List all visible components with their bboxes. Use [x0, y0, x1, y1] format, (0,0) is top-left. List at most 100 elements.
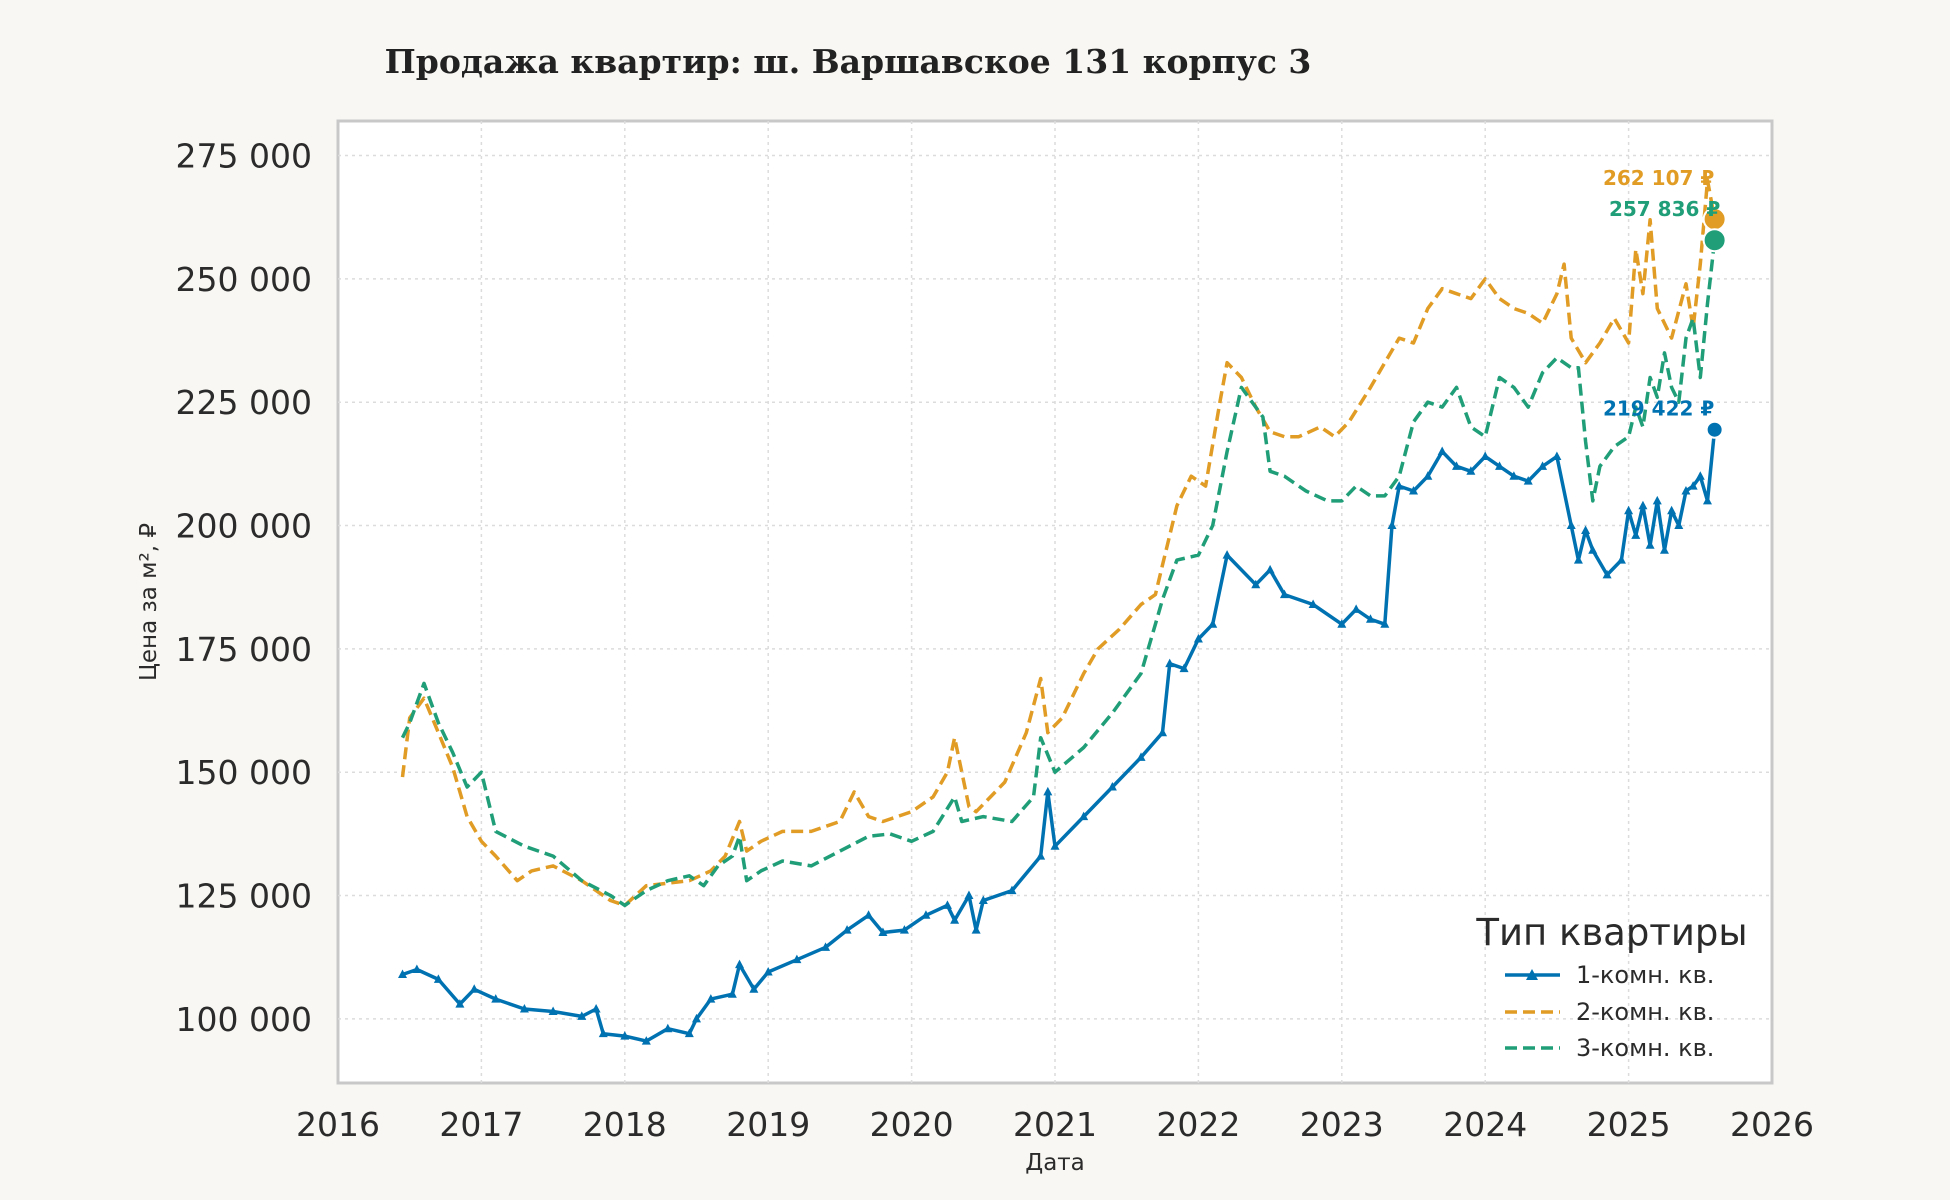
data-point-1room — [1423, 471, 1433, 480]
data-point-1room — [412, 964, 422, 974]
data-point-1room — [1107, 782, 1117, 791]
y-axis-label: Цена за м², ₽ — [136, 523, 162, 681]
data-point-1room — [1667, 505, 1677, 515]
y-tick-label: 250 000 — [176, 260, 312, 299]
data-point-1room — [1659, 545, 1669, 554]
legend-label-2room: 2-комн. кв. — [1576, 998, 1714, 1026]
y-tick-label: 175 000 — [176, 630, 312, 669]
data-point-1room — [942, 900, 952, 909]
data-point-1room — [455, 999, 465, 1008]
plot-area — [336, 119, 1774, 1085]
legend: Тип квартиры 1-комн. кв. 2-комн. кв. 3-к… — [1475, 911, 1747, 1062]
data-point-1room — [1688, 481, 1698, 490]
x-tick-label: 2022 — [1156, 1105, 1240, 1144]
data-point-1room — [1523, 476, 1533, 485]
data-point-1room — [491, 994, 501, 1003]
legend-marker-1room — [1526, 969, 1538, 980]
data-point-1room — [899, 925, 909, 934]
data-point-1room — [398, 969, 408, 978]
x-tick-label: 2020 — [870, 1105, 954, 1144]
y-tick-label: 200 000 — [176, 507, 312, 546]
data-point-1room — [1573, 555, 1583, 564]
data-point-1room — [433, 974, 443, 983]
data-point-1room — [1588, 545, 1598, 554]
data-point-1room — [1409, 486, 1418, 495]
x-tick-label: 2016 — [296, 1105, 380, 1144]
data-point-1room — [548, 1006, 558, 1015]
data-point-1room — [1179, 663, 1189, 673]
chart-title: Продажа квартир: ш. Варшавское 131 корпу… — [385, 42, 1312, 81]
legend-item-3room: 3-комн. кв. — [1505, 1034, 1714, 1062]
x-axis-ticks: 2016 2017 2018 2019 2020 2021 2022 2023 2024 2025… — [296, 1105, 1814, 1144]
y-tick-label: 275 000 — [176, 137, 312, 176]
data-point-1room — [821, 942, 831, 951]
data-point-1room — [591, 1004, 601, 1013]
data-point-1room — [1452, 461, 1462, 470]
legend-title: Тип квартиры — [1475, 911, 1747, 954]
data-point-1room — [971, 925, 981, 934]
data-point-1room — [1674, 520, 1684, 530]
data-point-1room — [763, 967, 773, 976]
x-tick-label: 2021 — [1013, 1105, 1097, 1144]
data-point-1room — [1602, 569, 1612, 579]
data-point-1room — [1638, 500, 1648, 510]
data-point-1room — [1616, 555, 1626, 564]
data-point-1room — [519, 1004, 529, 1013]
data-point-1room — [1337, 619, 1347, 628]
data-point-1room — [1079, 811, 1089, 821]
y-tick-label: 150 000 — [176, 753, 312, 792]
data-point-1room — [1624, 505, 1634, 515]
x-tick-label: 2018 — [583, 1105, 667, 1144]
data-point-1room — [1351, 604, 1361, 613]
data-point-1room — [842, 925, 852, 934]
data-point-1room — [1702, 495, 1712, 505]
data-point-1room — [598, 1028, 608, 1038]
data-point-1room — [1581, 525, 1591, 534]
legend-label-1room: 1-комн. кв. — [1576, 961, 1714, 989]
x-tick-label: 2026 — [1730, 1105, 1814, 1144]
data-point-1room — [1050, 841, 1060, 850]
data-point-1room — [641, 1036, 651, 1045]
data-point-1room — [978, 895, 988, 904]
data-point-1room — [620, 1031, 630, 1040]
data-point-1room — [1387, 520, 1397, 530]
data-point-1room — [1631, 530, 1641, 539]
x-tick-label: 2019 — [726, 1105, 810, 1144]
data-point-1room — [1265, 564, 1275, 574]
legend-label-3room: 3-комн. кв. — [1576, 1034, 1714, 1062]
data-point-1room — [921, 910, 931, 919]
data-point-1room — [1165, 658, 1175, 668]
end-label-2room: 262 107 ₽ — [1603, 166, 1714, 190]
data-point-1room — [1437, 446, 1447, 456]
data-point-1room — [864, 910, 874, 919]
data-point-1room — [950, 915, 960, 924]
data-point-1room — [1036, 851, 1046, 860]
end-label-3room: 257 836 ₽ — [1609, 197, 1720, 221]
data-point-1room — [1552, 451, 1562, 460]
data-point-1room — [1681, 486, 1691, 495]
series-end-markers: 219 422 ₽ 262 107 ₽ 257 836 ₽ — [1603, 166, 1727, 439]
x-tick-label: 2023 — [1300, 1105, 1384, 1144]
data-point-1room — [663, 1023, 673, 1033]
data-point-1room — [1380, 619, 1390, 628]
y-tick-label: 100 000 — [176, 1000, 312, 1039]
end-marker-1room — [1705, 420, 1724, 439]
data-point-1room — [577, 1011, 587, 1020]
data-point-1room — [1480, 451, 1490, 460]
end-marker-3room — [1702, 228, 1727, 253]
data-point-1room — [1007, 885, 1017, 895]
data-point-1room — [735, 959, 745, 969]
y-tick-label: 125 000 — [176, 877, 312, 916]
data-point-1room — [1695, 471, 1705, 480]
data-point-1room — [706, 994, 716, 1003]
data-point-1room — [1158, 727, 1168, 737]
data-point-1room — [1043, 786, 1053, 796]
data-point-1room — [1308, 599, 1318, 608]
data-point-1room — [1538, 461, 1548, 470]
data-point-1room — [1222, 550, 1232, 559]
x-tick-label: 2024 — [1443, 1105, 1527, 1144]
data-point-1room — [1645, 540, 1655, 549]
data-point-1room — [692, 1013, 701, 1023]
y-axis-ticks: 100 000 125 000 150 000 175 000 200 000 225 0… — [176, 137, 312, 1039]
series-line-2room — [400, 178, 1717, 908]
